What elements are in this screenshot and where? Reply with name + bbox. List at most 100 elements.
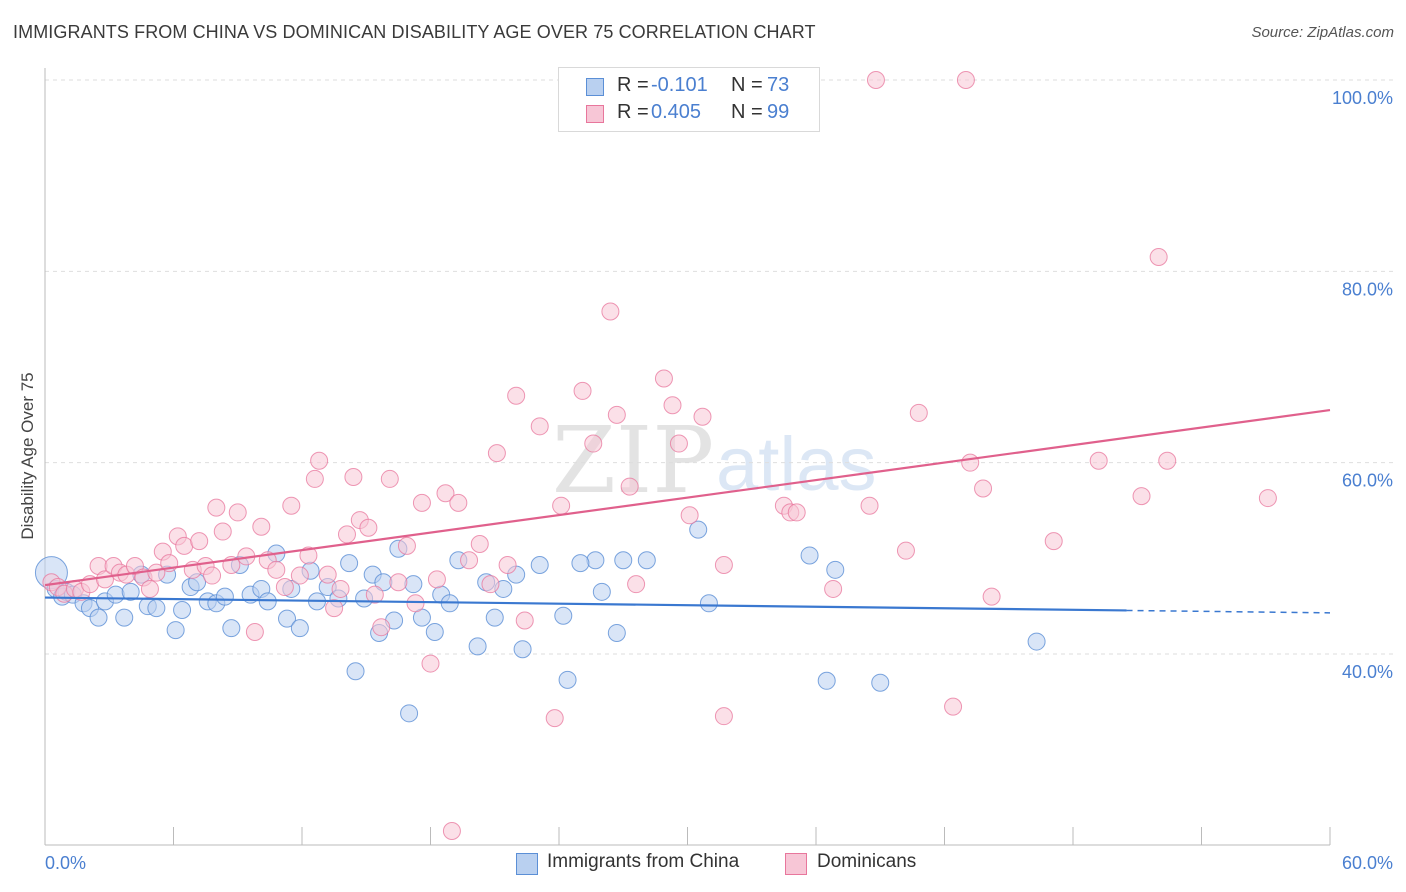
dominican-point bbox=[1158, 451, 1177, 470]
tick-labels: 40.0% 60.0% 80.0% 100.0% 0.0% 60.0% bbox=[45, 88, 1393, 873]
china-point bbox=[699, 594, 718, 613]
dominican-point bbox=[909, 403, 928, 422]
china-point bbox=[607, 623, 626, 642]
china-trend-line bbox=[44, 596, 1127, 612]
china-point bbox=[346, 662, 365, 681]
china-point bbox=[425, 622, 444, 641]
dominican-point bbox=[299, 546, 318, 565]
dominican-point bbox=[310, 451, 329, 470]
china-point bbox=[513, 640, 532, 659]
legend-swatch-dominican bbox=[586, 105, 604, 123]
china-point bbox=[121, 582, 140, 601]
dominican-point bbox=[213, 522, 232, 541]
dominican-point bbox=[412, 493, 431, 512]
china-point bbox=[89, 608, 108, 627]
dominican-point bbox=[427, 570, 446, 589]
dominican-point bbox=[140, 579, 159, 598]
dominican-point bbox=[175, 536, 194, 555]
china-point bbox=[637, 551, 656, 570]
bottom-legend-label-china: Immigrants from China bbox=[547, 851, 740, 872]
dominican-point bbox=[372, 618, 391, 637]
china-point bbox=[558, 670, 577, 689]
dominican-trend-line bbox=[44, 408, 1331, 587]
china-point bbox=[571, 554, 590, 573]
dominican-point bbox=[449, 493, 468, 512]
dominican-point bbox=[824, 579, 843, 598]
source-label: Source: ZipAtlas.com bbox=[1251, 24, 1394, 41]
china-point bbox=[340, 554, 359, 573]
chart-title: IMMIGRANTS FROM CHINA VS DOMINICAN DISAB… bbox=[13, 22, 816, 42]
china-point bbox=[222, 619, 241, 638]
y-tick-label: 100.0% bbox=[1332, 88, 1393, 108]
axes bbox=[44, 68, 1331, 846]
dominican-point bbox=[607, 405, 626, 424]
dominican-point bbox=[397, 536, 416, 555]
dominican-point bbox=[601, 302, 620, 321]
legend-n-value-dominican: 99 bbox=[767, 101, 790, 123]
legend-swatch-china bbox=[586, 78, 604, 96]
dominican-point bbox=[1149, 247, 1168, 266]
watermark: ZIP atlas bbox=[552, 407, 877, 514]
dominican-point bbox=[620, 477, 639, 496]
china-point bbox=[468, 637, 487, 656]
dominican-point bbox=[866, 71, 885, 89]
dominican-point bbox=[545, 709, 564, 728]
dominican-point bbox=[693, 407, 712, 426]
china-point bbox=[290, 619, 309, 638]
dominican-point bbox=[714, 556, 733, 575]
dominican-point bbox=[896, 541, 915, 560]
dominican-point bbox=[460, 551, 479, 570]
legend-n-value-china: 73 bbox=[767, 74, 790, 96]
bottom-legend-label-dominican: Dominicans bbox=[817, 851, 917, 872]
china-point bbox=[147, 599, 166, 618]
dominican-point bbox=[282, 496, 301, 515]
dominican-point bbox=[470, 534, 489, 553]
bottom-legend-swatch-china bbox=[516, 853, 538, 875]
dominican-point bbox=[974, 479, 993, 498]
dominican-point bbox=[305, 469, 324, 488]
china-point bbox=[817, 671, 836, 690]
x-tick-label: 0.0% bbox=[45, 853, 86, 873]
dominican-point bbox=[787, 503, 806, 522]
legend-row-dominican: R = 0.405 N = 99 bbox=[559, 101, 819, 129]
dominican-point bbox=[245, 622, 264, 641]
china-point bbox=[166, 621, 185, 640]
legend-row-china: R = -0.101 N = 73 bbox=[559, 74, 819, 102]
dominican-point bbox=[290, 566, 309, 585]
dominican-point bbox=[654, 369, 673, 388]
dominican-point bbox=[680, 506, 699, 525]
dominican-point bbox=[365, 585, 384, 604]
dominican-point bbox=[337, 525, 356, 544]
china-point bbox=[173, 600, 192, 619]
dominican-point bbox=[228, 503, 247, 522]
china-point bbox=[278, 609, 297, 628]
dominican-point bbox=[267, 560, 286, 579]
dominican-point bbox=[956, 71, 975, 89]
dominican-point bbox=[961, 453, 980, 472]
dominican-point bbox=[982, 587, 1001, 606]
dominican-point bbox=[515, 611, 534, 630]
legend-r-label-dominican: R = bbox=[617, 101, 649, 123]
dominican-point bbox=[498, 556, 517, 575]
dominican-point bbox=[669, 434, 688, 453]
stats-legend: R = -0.101 N = 73 R = 0.405 N = 99 bbox=[558, 67, 820, 132]
dominican-point bbox=[627, 575, 646, 594]
china-point bbox=[800, 546, 819, 565]
dominican-point bbox=[331, 579, 350, 598]
dominican-point bbox=[95, 570, 114, 589]
dominican-point bbox=[481, 575, 500, 594]
dominican-point bbox=[714, 707, 733, 726]
china-point bbox=[530, 556, 549, 575]
china-point bbox=[258, 592, 277, 611]
x-tick-label: 60.0% bbox=[1342, 853, 1393, 873]
dominican-point bbox=[344, 468, 363, 487]
dominican-point bbox=[436, 484, 455, 503]
y-axis-label: Disability Age Over 75 bbox=[18, 372, 37, 539]
china-point bbox=[215, 587, 234, 606]
dominican-point bbox=[359, 518, 378, 537]
china-point bbox=[1027, 632, 1046, 651]
dominican-point bbox=[442, 821, 461, 840]
dominican-point bbox=[389, 573, 408, 592]
legend-n-label-china: N = bbox=[731, 74, 763, 96]
